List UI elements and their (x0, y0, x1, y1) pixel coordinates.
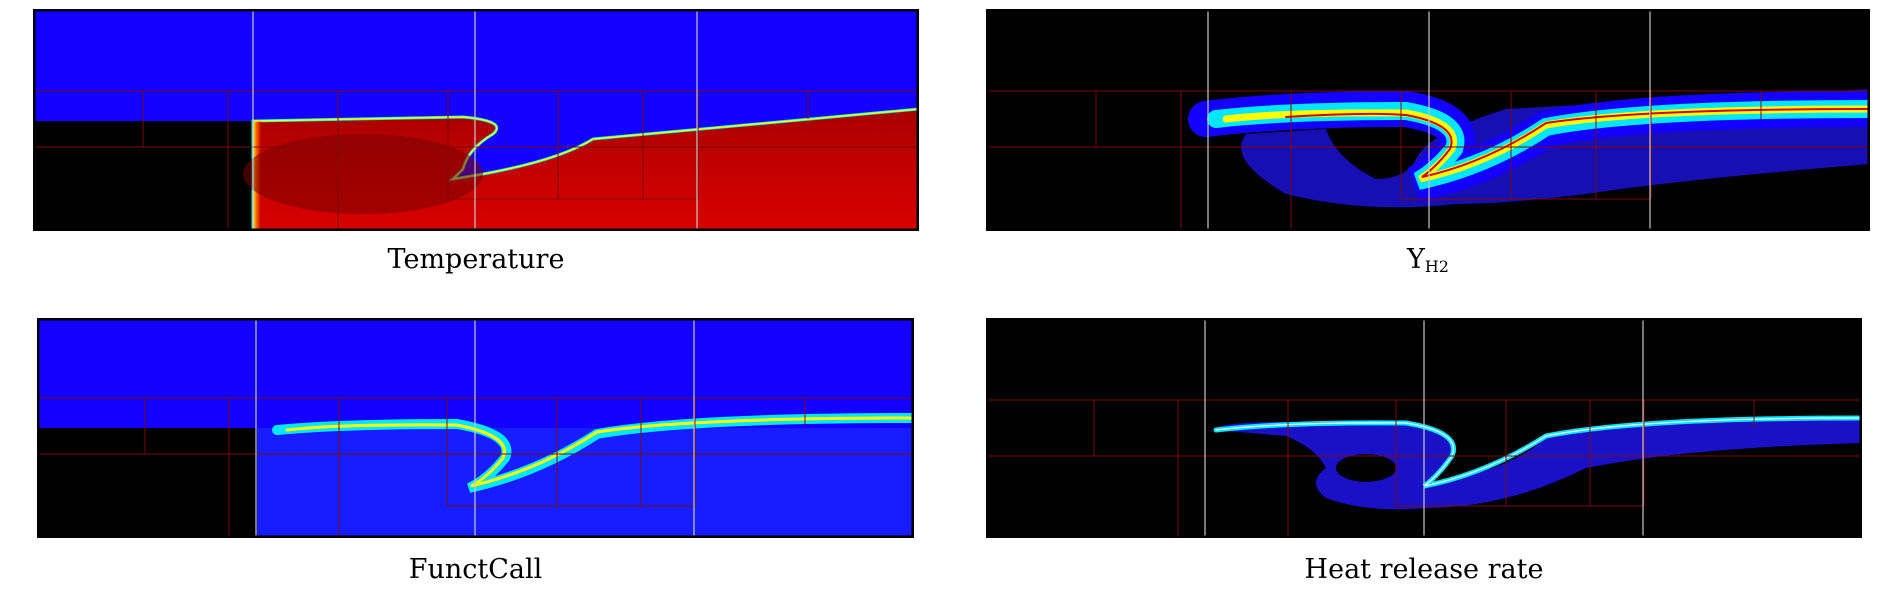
jet-inner (285, 416, 914, 488)
caption-heat-release: Heat release rate (986, 554, 1862, 585)
plot-frame (37, 318, 914, 538)
solid-step (37, 428, 257, 538)
yh2-field (986, 9, 1870, 231)
hot-core (243, 134, 483, 214)
caption-functcall: FunctCall (37, 554, 914, 585)
functcall-plot (37, 318, 914, 538)
jet-core (1285, 108, 1870, 178)
caption-text: Temperature (387, 244, 565, 275)
grid-fine (33, 90, 919, 231)
caption-text: Heat release rate (1304, 554, 1544, 585)
grid-coarse (255, 318, 695, 538)
caption-text: Y (1407, 244, 1425, 275)
temperature-plot (33, 9, 919, 231)
caption-temperature: Temperature (33, 244, 919, 275)
plot-frame (986, 318, 1862, 538)
heat-release-plot (986, 318, 1862, 538)
yh2-plot (986, 9, 1870, 231)
grid-fine (986, 90, 1870, 231)
grid-coarse (1207, 9, 1651, 231)
caption-subscript: H2 (1424, 257, 1449, 276)
caption-yh2: YH2 (986, 244, 1870, 276)
flame-sheet-core (1215, 417, 1862, 487)
grid-coarse (1204, 318, 1644, 538)
heat-release-field (986, 318, 1862, 538)
reaction-hole (1336, 454, 1396, 482)
reaction-zone (1216, 418, 1862, 510)
plot-frame (33, 9, 919, 231)
temperature-field (33, 9, 919, 231)
functcall-field (37, 318, 914, 538)
caption-text: FunctCall (408, 554, 543, 585)
plot-frame (986, 9, 1870, 231)
grid-coarse (252, 9, 698, 231)
